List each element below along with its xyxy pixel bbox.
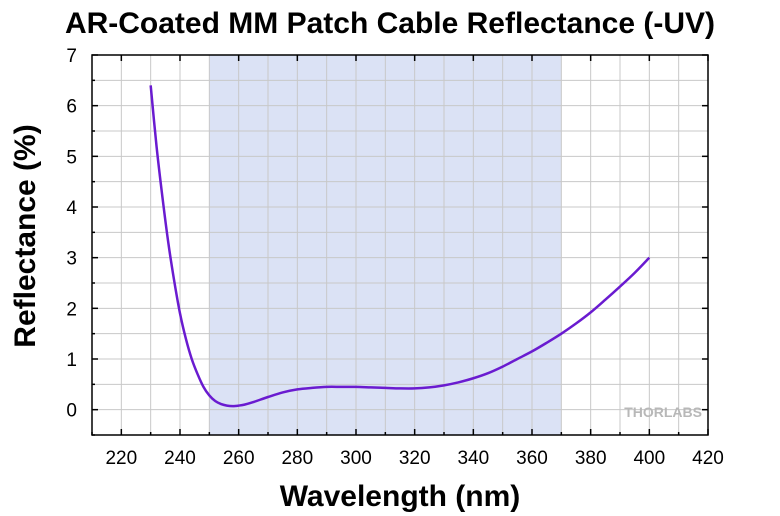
x-tick-label: 400 [633,448,665,469]
x-tick-label: 280 [281,448,313,469]
x-tick-label: 240 [164,448,196,469]
grid [92,55,708,435]
y-tick-label: 4 [66,198,77,219]
x-tick-label: 320 [399,448,431,469]
thorlabs-watermark: THORLABS [624,404,702,420]
y-tick-label: 7 [66,46,77,67]
y-tick-label: 0 [66,401,77,422]
y-tick-label: 6 [66,97,77,118]
x-tick-label: 260 [223,448,255,469]
x-tick-label: 300 [340,448,372,469]
plot-area [91,54,709,436]
x-tick-label: 420 [692,448,724,469]
y-axis-title: Reflectance (%) [9,124,42,347]
plot-frame [91,54,709,436]
x-tick-label: 220 [105,448,137,469]
axis-ticks [91,54,709,436]
chart-title: AR-Coated MM Patch Cable Reflectance (-U… [65,7,715,40]
y-axis-tick-labels: 0 1 2 3 4 5 6 7 [66,46,77,422]
reflectance-series-line [149,85,651,408]
y-tick-label: 1 [66,350,77,371]
y-tick-label: 3 [66,249,77,270]
x-axis-title: Wavelength (nm) [280,480,521,513]
x-tick-label: 340 [457,448,489,469]
x-axis-tick-labels: 220 240 260 280 300 320 340 360 380 400 420 [105,448,723,469]
y-tick-label: 2 [66,299,77,320]
x-tick-label: 380 [575,448,607,469]
x-tick-label: 360 [516,448,548,469]
y-tick-label: 5 [66,147,77,168]
